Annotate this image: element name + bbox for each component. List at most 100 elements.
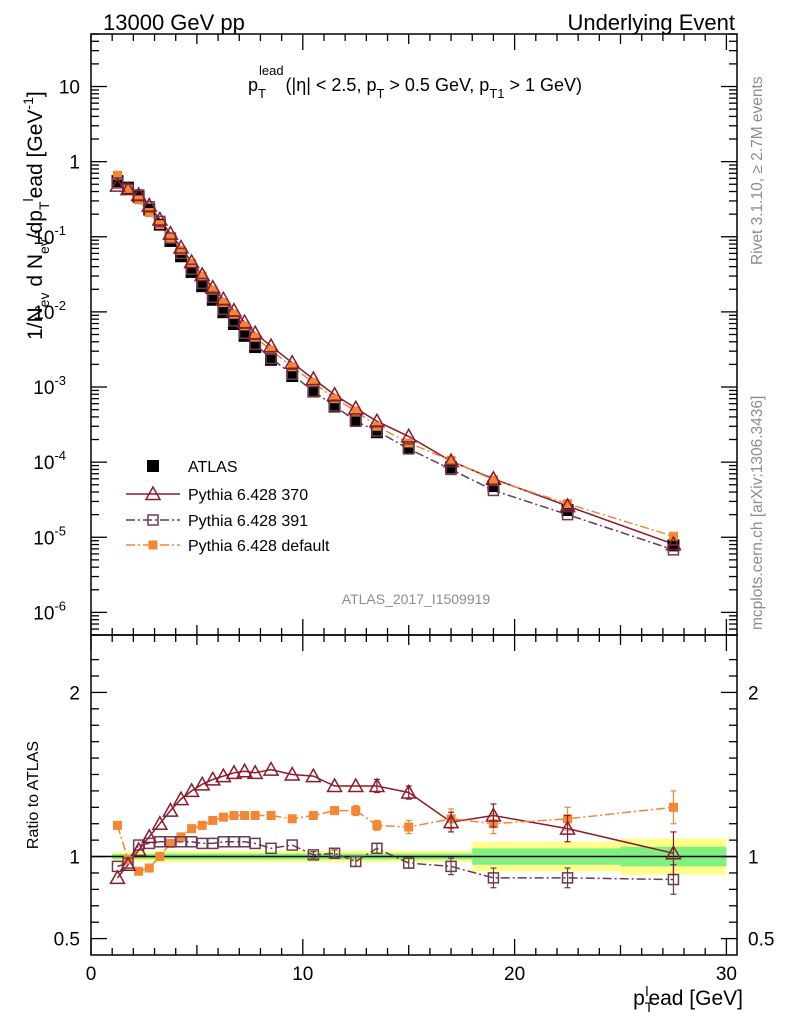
main-y-tick-label: 10-2 [33, 298, 66, 324]
plot-title: pTlead(|η| < 2.5, pT > 0.5 GeV, pT1 > 1 … [248, 63, 582, 101]
main-series-line-3 [116, 174, 674, 538]
ratio-point-2 [165, 838, 175, 848]
ratio-point-1 [307, 849, 320, 861]
header-right-title: Underlying Event [567, 10, 735, 35]
title-cut: (|η| < 2.5, p [286, 75, 377, 95]
ratio-point-1 [328, 847, 341, 860]
main-point-1 [485, 470, 502, 486]
main-point-0 [238, 329, 251, 342]
ratio-point-0 [347, 777, 365, 793]
ratio-point-0 [225, 764, 243, 780]
main-point-0 [185, 265, 198, 278]
main-point-2 [487, 484, 500, 497]
ratio-y-tick-label: 0.5 [54, 930, 80, 951]
ratio-point-2 [187, 824, 197, 834]
main-point-3 [250, 332, 260, 342]
main-point-1 [400, 427, 417, 443]
main-point-3 [218, 298, 228, 308]
ratio-point-0 [119, 856, 137, 871]
main-point-1 [283, 354, 301, 370]
ratio-point-0 [172, 790, 190, 806]
main-point-1 [225, 302, 243, 317]
ratio-point-2 [155, 852, 165, 862]
header-left-title: 13000 GeV pp [103, 10, 245, 35]
title-sup: lead [259, 63, 284, 78]
ratio-point-2 [134, 866, 144, 876]
title-cut-end: > 1 GeV) [505, 75, 583, 95]
ratio-y-tick-label-right: 0.5 [748, 930, 774, 951]
main-point-1 [236, 313, 253, 329]
xlabel-part-0: p [633, 987, 645, 1010]
main-series-layer [109, 170, 682, 556]
ratio-point-1 [249, 837, 261, 850]
main-x-ticks [90, 34, 728, 635]
main-point-2 [307, 385, 320, 398]
ratio-point-2 [218, 812, 228, 822]
ratio-panel: 2 2 1 1 0.5 0.5 0 10 20 30 Ratio to ATLAS pTlead… [25, 634, 774, 1015]
ratio-point-0 [326, 777, 343, 793]
title-sub: T [258, 86, 266, 101]
main-point-1 [162, 225, 179, 240]
ratio-point-0 [151, 815, 169, 830]
main-point-3 [308, 377, 318, 387]
ratio-point-2 [351, 806, 361, 816]
ratio-point-0 [442, 813, 460, 829]
ratio-point-2 [229, 811, 239, 821]
ratio-point-0 [109, 869, 126, 885]
ylabel-part-3: ev [36, 239, 52, 254]
ratio-point-2 [330, 806, 340, 816]
ylabel-part-9: ] [24, 91, 47, 97]
legend-marker-3 [148, 540, 158, 550]
legend-label-3: Pythia 6.428 default [188, 538, 330, 555]
ratio-point-0 [162, 802, 179, 817]
x-tick-label: 20 [504, 964, 525, 985]
ratio-point-2 [250, 811, 260, 821]
ratio-point-0 [368, 777, 386, 793]
ratio-y-tick-label: 2 [69, 683, 80, 704]
legend: ATLAS Pythia 6.428 370 Pythia 6.428 391 Pyt… [126, 459, 330, 555]
main-point-3 [229, 309, 239, 319]
main-point-1 [151, 210, 169, 226]
ratio-point-2 [372, 820, 382, 830]
main-point-3 [446, 456, 456, 466]
ratio-point-2 [208, 815, 218, 825]
ratio-point-2 [197, 820, 207, 830]
main-point-1 [130, 186, 147, 202]
ratio-point-2 [144, 863, 154, 873]
legend-label-2: Pythia 6.428 391 [188, 513, 308, 530]
main-point-0 [307, 385, 320, 398]
ratio-y-axis-label: Ratio to ATLAS [25, 741, 42, 849]
title-cut-sub2: T1 [489, 86, 504, 101]
main-point-2 [561, 508, 574, 521]
main-y-tick-label: 10-4 [33, 448, 66, 474]
main-point-0 [328, 400, 341, 413]
main-point-3 [266, 345, 276, 355]
main-point-3 [176, 245, 186, 255]
xlabel-part-3: ead [GeV] [648, 987, 743, 1010]
main-point-3 [330, 394, 340, 404]
ratio-point-2 [287, 814, 297, 824]
main-point-3 [287, 362, 297, 372]
main-point-1 [246, 324, 264, 340]
title-cut-sub1: T [376, 86, 384, 101]
main-point-2 [350, 415, 362, 428]
ratio-uncertainty-bands [91, 838, 737, 875]
ylabel-part-2: d N [24, 254, 47, 293]
legend-label-0: ATLAS [188, 459, 238, 476]
ratio-point-0 [665, 844, 682, 860]
title-cut-mid: > 0.5 GeV, p [384, 75, 489, 95]
main-point-1 [140, 197, 158, 212]
ratio-y-tick-label-right: 1 [748, 848, 759, 869]
main-point-2 [402, 443, 415, 455]
main-point-0 [227, 317, 240, 330]
main-y-tick-label: 10-3 [33, 373, 66, 399]
main-point-2 [371, 425, 383, 437]
main-point-3 [404, 438, 414, 448]
ratio-point-1 [445, 860, 457, 873]
main-point-0 [196, 280, 209, 293]
main-point-0 [286, 370, 299, 383]
x-tick-label: 30 [716, 964, 737, 985]
ratio-point-1 [487, 872, 500, 884]
rivet-label: Rivet 3.1.10, ≥ 2.7M events [749, 76, 766, 265]
